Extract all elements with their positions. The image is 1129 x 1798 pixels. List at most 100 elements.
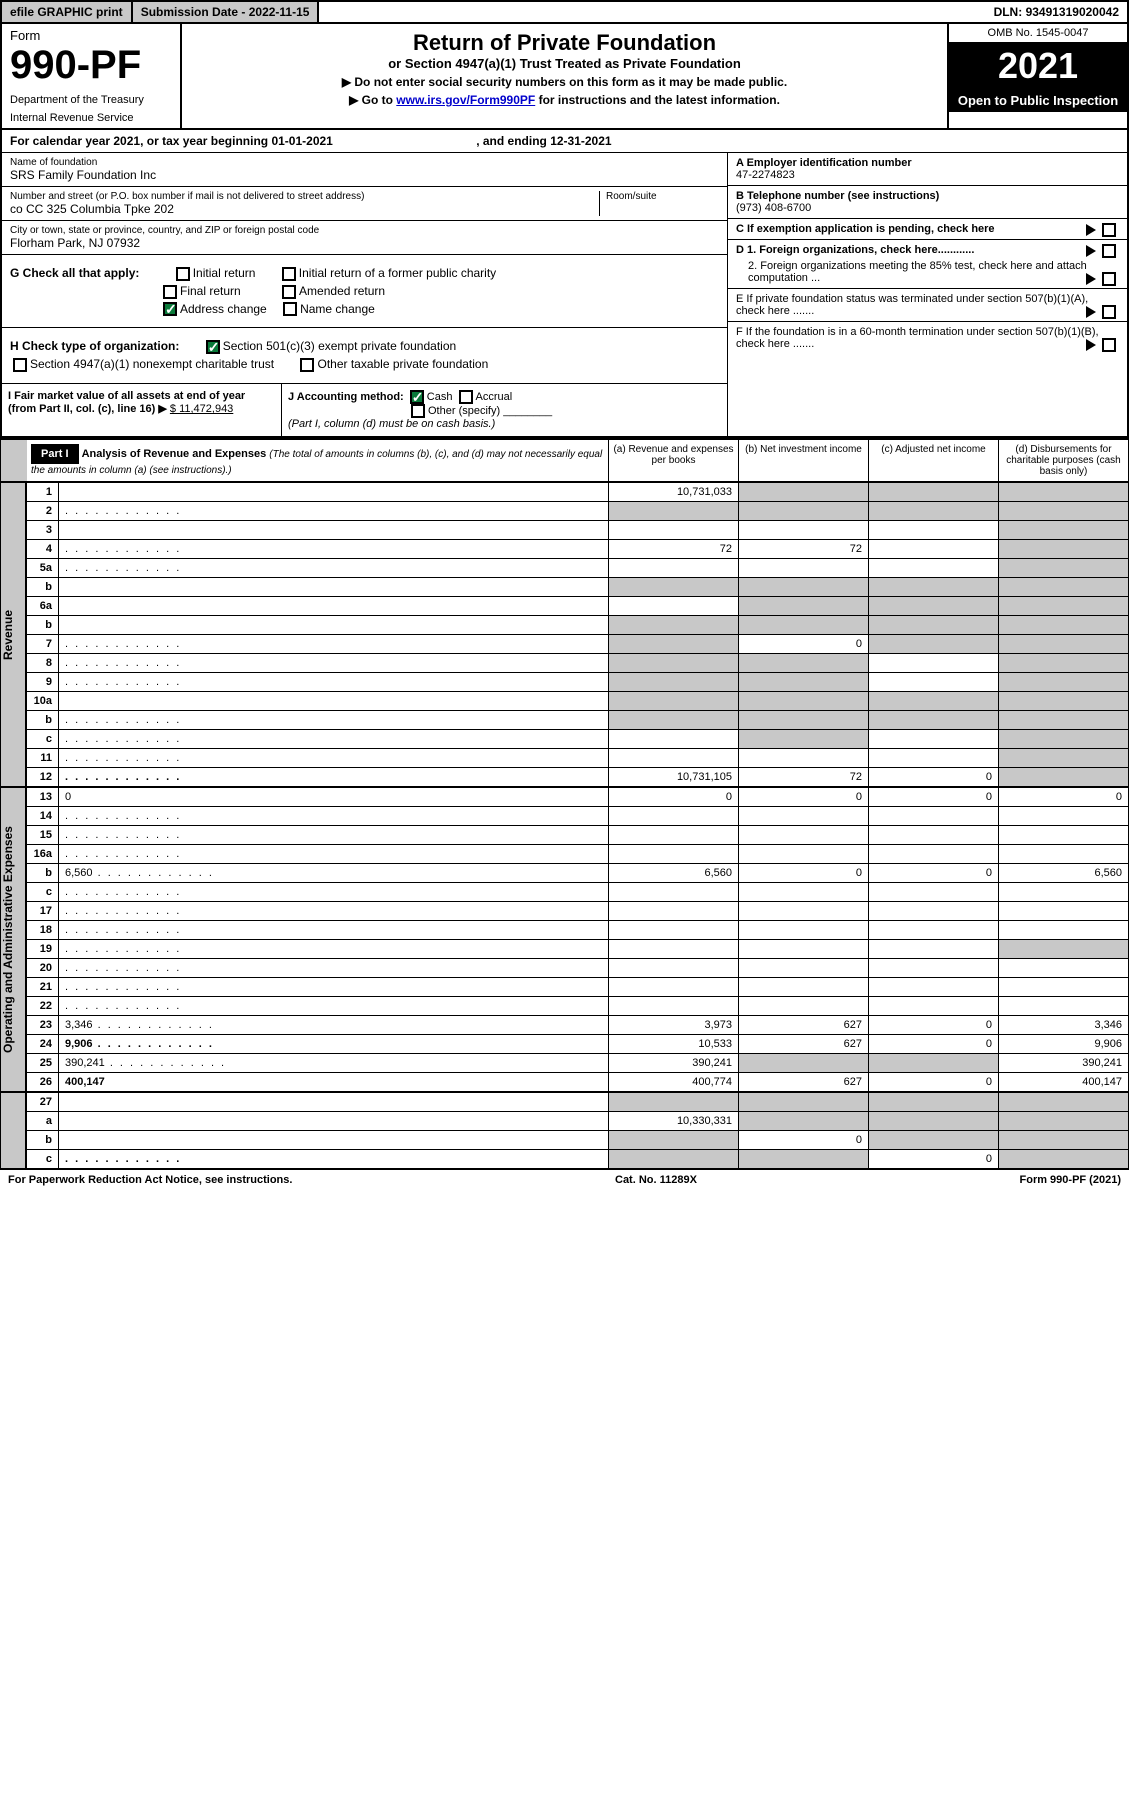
- row-number: 14: [27, 807, 59, 826]
- check-name[interactable]: [283, 302, 297, 316]
- amount-cell: [999, 749, 1129, 768]
- row-number: 13: [27, 788, 59, 807]
- check-501c3[interactable]: [206, 340, 220, 354]
- row-number: 6a: [27, 597, 59, 616]
- amount-cell: [739, 616, 869, 635]
- check-d2[interactable]: [1102, 272, 1116, 286]
- table-row: 249,90610,53362709,906: [27, 1035, 1129, 1054]
- amount-cell: [999, 921, 1129, 940]
- amount-cell: [739, 921, 869, 940]
- amount-cell: [609, 502, 739, 521]
- amount-cell: 0: [739, 635, 869, 654]
- amount-cell: 10,330,331: [609, 1112, 739, 1131]
- table-row: 19: [27, 940, 1129, 959]
- amount-cell: [739, 940, 869, 959]
- amount-cell: [739, 845, 869, 864]
- check-e[interactable]: [1102, 305, 1116, 319]
- city-state-zip: Florham Park, NJ 07932: [10, 236, 719, 250]
- instr-1: ▶ Do not enter social security numbers o…: [188, 75, 941, 89]
- amount-cell: [869, 997, 999, 1016]
- form-number: 990-PF: [10, 43, 172, 88]
- arrow-icon: [1086, 339, 1096, 351]
- amount-cell: 10,731,105: [609, 768, 739, 787]
- arrow-icon: [1086, 245, 1096, 257]
- amount-cell: [609, 826, 739, 845]
- room-label: Room/suite: [606, 191, 719, 202]
- amount-cell: 0: [739, 864, 869, 883]
- amount-cell: [739, 902, 869, 921]
- check-address[interactable]: [163, 302, 177, 316]
- check-other-method[interactable]: [411, 404, 425, 418]
- instr-2: ▶ Go to www.irs.gov/Form990PF for instru…: [188, 93, 941, 107]
- check-cash[interactable]: [410, 390, 424, 404]
- amount-cell: 72: [609, 540, 739, 559]
- check-f[interactable]: [1102, 338, 1116, 352]
- check-initial-former[interactable]: [282, 267, 296, 281]
- table-row: 47272: [27, 540, 1129, 559]
- amount-cell: [869, 826, 999, 845]
- amount-cell: [999, 959, 1129, 978]
- amount-cell: 0: [609, 788, 739, 807]
- check-4947[interactable]: [13, 358, 27, 372]
- row-number: 7: [27, 635, 59, 654]
- row-number: a: [27, 1112, 59, 1131]
- row-number: b: [27, 711, 59, 730]
- row-desc: [59, 1150, 609, 1169]
- expenses-section: Operating and Administrative Expenses 13…: [0, 787, 1129, 1092]
- amount-cell: [609, 997, 739, 1016]
- check-other-taxable[interactable]: [300, 358, 314, 372]
- amount-cell: [999, 940, 1129, 959]
- row-number: 17: [27, 902, 59, 921]
- check-initial[interactable]: [176, 267, 190, 281]
- revenue-side-label: Revenue: [0, 482, 26, 787]
- check-c[interactable]: [1102, 223, 1116, 237]
- row-number: b: [27, 616, 59, 635]
- info-left: Name of foundation SRS Family Foundation…: [2, 153, 727, 436]
- amount-cell: [609, 845, 739, 864]
- row-desc: [59, 826, 609, 845]
- omb-number: OMB No. 1545-0047: [949, 24, 1127, 43]
- check-amended[interactable]: [282, 285, 296, 299]
- amount-cell: [869, 578, 999, 597]
- section-h: H Check type of organization: Section 50…: [2, 328, 727, 383]
- amount-cell: [869, 940, 999, 959]
- amount-cell: [739, 1054, 869, 1073]
- table-row: 18: [27, 921, 1129, 940]
- row-desc: [59, 883, 609, 902]
- amount-cell: [999, 597, 1129, 616]
- row-desc: [59, 635, 609, 654]
- check-final[interactable]: [163, 285, 177, 299]
- table-row: 26400,147400,7746270400,147: [27, 1073, 1129, 1092]
- table-row: c: [27, 883, 1129, 902]
- check-accrual[interactable]: [459, 390, 473, 404]
- row-number: b: [27, 1131, 59, 1150]
- table-row: 110,731,033: [27, 483, 1129, 502]
- amount-cell: 627: [739, 1035, 869, 1054]
- amount-cell: [869, 597, 999, 616]
- row-desc: [59, 692, 609, 711]
- amount-cell: [609, 711, 739, 730]
- amount-cell: 400,774: [609, 1073, 739, 1092]
- amount-cell: [869, 921, 999, 940]
- amount-cell: [739, 654, 869, 673]
- row-desc: [59, 902, 609, 921]
- amount-cell: [609, 730, 739, 749]
- row-desc: [59, 654, 609, 673]
- row-number: 3: [27, 521, 59, 540]
- amount-cell: [999, 730, 1129, 749]
- header-right: OMB No. 1545-0047 2021 Open to Public In…: [947, 24, 1127, 128]
- header-mid: Return of Private Foundation or Section …: [182, 24, 947, 128]
- row-desc: [59, 1112, 609, 1131]
- amount-cell: [739, 997, 869, 1016]
- col-a-hdr: (a) Revenue and expenses per books: [608, 440, 738, 481]
- row-desc: [59, 978, 609, 997]
- form-link[interactable]: www.irs.gov/Form990PF: [396, 93, 535, 107]
- amount-cell: [869, 902, 999, 921]
- check-d1[interactable]: [1102, 244, 1116, 258]
- amount-cell: [869, 807, 999, 826]
- row-desc: 390,241: [59, 1054, 609, 1073]
- row-desc: [59, 749, 609, 768]
- bottom-section: 27a10,330,331b0c0: [0, 1092, 1129, 1169]
- foundation-name-cell: Name of foundation SRS Family Foundation…: [2, 153, 727, 187]
- efile-badge[interactable]: efile GRAPHIC print: [2, 2, 133, 22]
